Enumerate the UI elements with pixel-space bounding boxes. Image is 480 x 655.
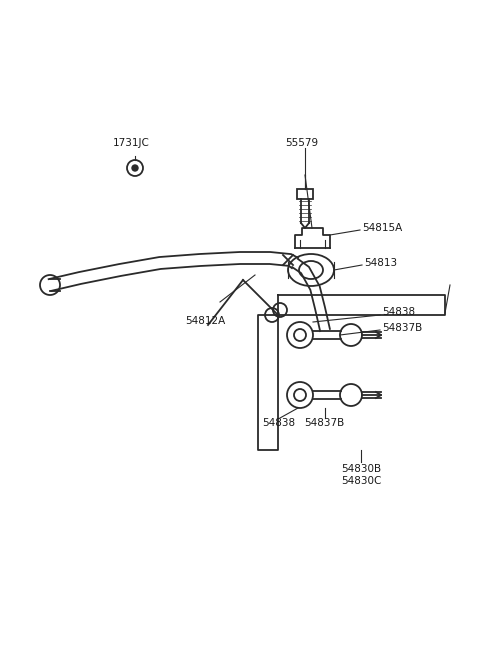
Text: 54812A: 54812A (185, 316, 225, 326)
Text: 54837B: 54837B (382, 323, 422, 333)
Text: 55579: 55579 (285, 138, 318, 148)
Text: 54813: 54813 (364, 258, 397, 268)
Text: 54838: 54838 (262, 418, 295, 428)
Text: 54838: 54838 (382, 307, 415, 317)
Text: 54837B: 54837B (304, 418, 344, 428)
Text: 1731JC: 1731JC (113, 138, 150, 148)
Text: 54815A: 54815A (362, 223, 402, 233)
Text: 54830C: 54830C (341, 476, 381, 486)
Bar (297, 189, 313, 199)
Circle shape (132, 165, 138, 171)
Text: 54830B: 54830B (341, 464, 381, 474)
